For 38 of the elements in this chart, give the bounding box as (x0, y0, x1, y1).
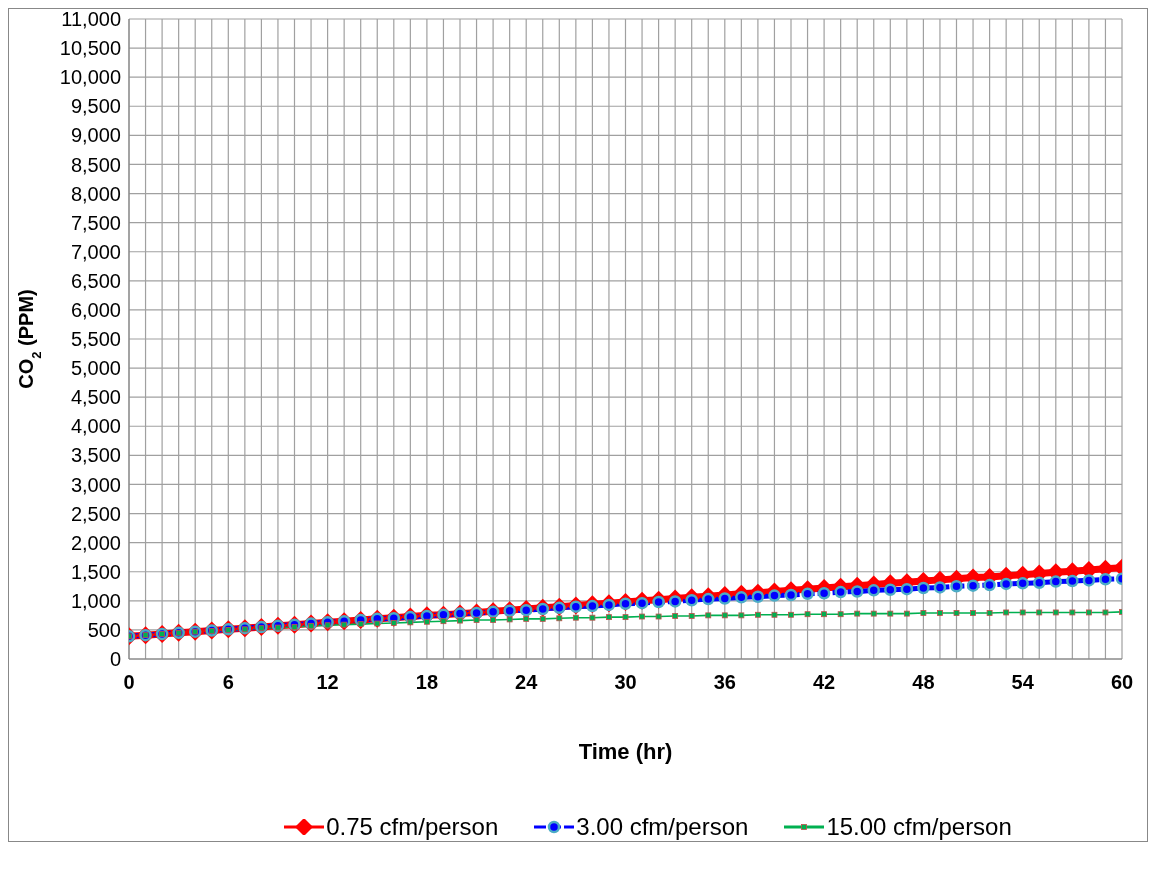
y-tick-label: 5,500 (70, 328, 121, 351)
legend-label: 3.00 cfm/person (576, 813, 749, 841)
y-tick-label: 5,000 (70, 357, 121, 380)
y-tick-label: 10,500 (59, 37, 121, 60)
y-tick-label: 4,000 (70, 415, 121, 438)
y-tick-label: 0 (109, 648, 121, 671)
x-tick-label: 54 (1011, 671, 1035, 694)
x-tick-label: 30 (614, 671, 637, 694)
legend-label: 0.75 cfm/person (326, 813, 499, 841)
x-tick-label: 18 (415, 671, 439, 694)
x-tick-label: 42 (812, 671, 836, 694)
y-tick-label: 8,500 (70, 153, 121, 176)
y-tick-label: 7,000 (70, 240, 121, 263)
y-tick-label: 500 (87, 619, 121, 642)
y-tick-label: 10,000 (59, 66, 121, 89)
y-tick-label: 6,000 (70, 299, 121, 322)
x-tick-label: 60 (1110, 671, 1134, 694)
y-tick-label: 1,000 (70, 589, 121, 612)
y-tick-label: 2,000 (70, 531, 121, 554)
y-tick-label: 3,000 (70, 473, 121, 496)
x-tick-label: 0 (123, 671, 135, 694)
y-tick-label: 8,000 (70, 182, 121, 205)
x-tick-label: 48 (912, 671, 935, 694)
x-tick-label: 6 (222, 671, 234, 694)
y-tick-label: 2,500 (70, 502, 121, 525)
legend-label: 15.00 cfm/person (826, 813, 1012, 841)
y-tick-label: 11,000 (61, 8, 121, 31)
y-tick-label: 9,500 (70, 95, 121, 118)
x-tick-label: 12 (316, 671, 339, 694)
x-axis-title: Time (hr) (578, 739, 673, 764)
y-tick-label: 6,500 (70, 269, 121, 292)
x-tick-label: 36 (713, 671, 736, 694)
y-tick-label: 1,500 (70, 560, 121, 583)
y-tick-label: 3,500 (70, 444, 121, 467)
y-tick-label: 4,500 (70, 386, 121, 409)
y-tick-label: 9,000 (70, 124, 121, 147)
y-tick-label: 7,500 (70, 211, 121, 234)
x-tick-label: 24 (515, 671, 539, 694)
